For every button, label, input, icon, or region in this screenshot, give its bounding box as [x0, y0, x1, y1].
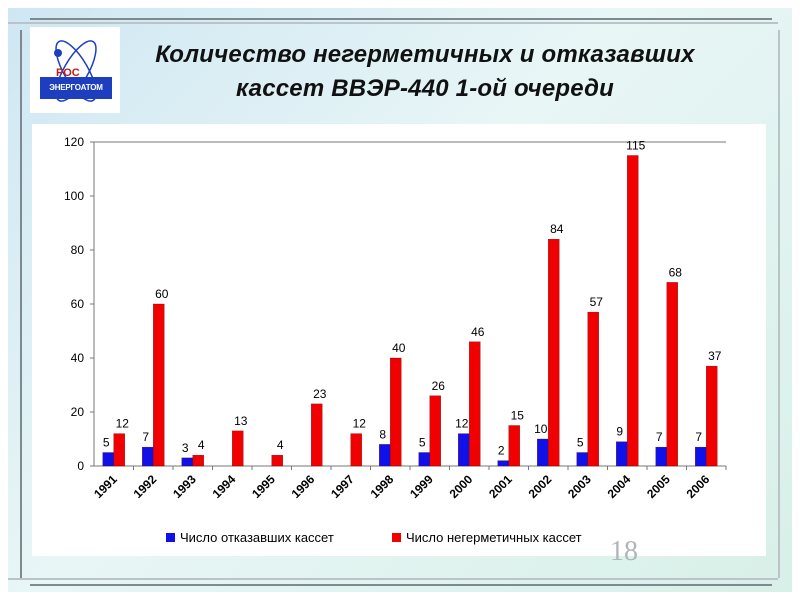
rosenergoatom-logo: РОС ЭНЕРГОАТОМ [30, 27, 120, 113]
bar-failed-cassettes [418, 452, 430, 467]
x-tick-label: 2002 [526, 472, 555, 501]
data-label: 37 [708, 349, 722, 363]
data-label: 3 [182, 441, 189, 455]
legend-swatch-leaking [392, 533, 401, 542]
bottom-border-line-light [8, 578, 778, 580]
bar-leaking-cassettes [192, 455, 204, 467]
bar-leaking-cassettes [666, 282, 678, 467]
data-label: 15 [511, 409, 525, 423]
y-tick-label: 80 [71, 243, 85, 257]
data-label: 46 [471, 325, 485, 339]
bar-failed-cassettes [537, 438, 549, 467]
top-border-line-light [8, 22, 778, 24]
bar-leaking-cassettes [153, 303, 165, 467]
x-tick-label: 1995 [249, 472, 278, 501]
bar-leaking-cassettes [469, 341, 481, 467]
legend-swatch-failed [166, 533, 175, 542]
y-tick-label: 120 [64, 135, 84, 149]
data-label: 68 [669, 265, 683, 279]
bar-failed-cassettes [379, 444, 391, 467]
bar-leaking-cassettes [587, 311, 599, 467]
x-tick-label: 2001 [486, 472, 515, 501]
bar-failed-cassettes [142, 446, 154, 467]
data-label: 60 [155, 287, 169, 301]
x-tick-label: 1996 [289, 472, 318, 501]
x-tick-label: 2004 [605, 472, 634, 501]
data-label: 57 [590, 295, 604, 309]
slide-title: Количество негерметичных и отказавших ка… [130, 38, 720, 106]
legend-label-leaking: Число негерметичных кассет [406, 530, 582, 545]
bar-leaking-cassettes [232, 430, 244, 467]
bar-leaking-cassettes [429, 395, 441, 467]
bar-failed-cassettes [497, 460, 509, 467]
x-tick-label: 1998 [368, 472, 397, 501]
data-label: 40 [392, 341, 406, 355]
data-label: 13 [234, 414, 248, 428]
x-tick-label: 1991 [91, 472, 120, 501]
data-label: 12 [455, 417, 469, 431]
bar-leaking-cassettes [311, 403, 323, 467]
x-tick-label: 1993 [170, 472, 199, 501]
data-label: 7 [656, 430, 663, 444]
slide-title-line-2: кассет ВВЭР-440 1-ой очереди [235, 75, 614, 102]
data-label: 4 [277, 438, 284, 452]
data-label: 12 [116, 417, 130, 431]
y-tick-label: 0 [77, 459, 84, 473]
logo-ros-text: РОС [56, 67, 80, 79]
bar-leaking-cassettes [350, 433, 362, 467]
bar-failed-cassettes [695, 446, 707, 467]
data-label: 9 [616, 425, 623, 439]
bar-leaking-cassettes [113, 433, 125, 467]
data-label: 12 [353, 417, 367, 431]
data-label: 4 [198, 438, 205, 452]
bar-failed-cassettes [458, 433, 470, 467]
data-label: 5 [103, 436, 110, 450]
data-label: 7 [695, 430, 702, 444]
bar-leaking-cassettes [271, 455, 283, 467]
data-label: 5 [577, 436, 584, 450]
right-border-line [778, 30, 780, 578]
chart-area: 0 20 40 60 80 100 120 1991 5 12 1992 7 60 1993 3 4 1994 1… [32, 124, 766, 556]
y-tick-label: 100 [64, 189, 84, 203]
data-label: 10 [534, 422, 548, 436]
x-tick-label: 1994 [210, 472, 239, 501]
bar-leaking-cassettes [627, 155, 639, 467]
bar-failed-cassettes [616, 441, 628, 467]
data-label: 7 [142, 430, 149, 444]
bar-failed-cassettes [655, 446, 667, 467]
bottom-border-line [30, 584, 772, 586]
data-label: 5 [419, 436, 426, 450]
x-tick-label: 2005 [644, 472, 673, 501]
x-tick-label: 1992 [131, 472, 160, 501]
bar-leaking-cassettes [548, 239, 560, 467]
bar-leaking-cassettes [508, 425, 520, 467]
bar-leaking-cassettes [706, 365, 718, 467]
bar-failed-cassettes [181, 457, 193, 467]
data-label: 23 [313, 387, 327, 401]
left-border-line [20, 30, 22, 578]
x-tick-label: 1999 [407, 472, 436, 501]
y-tick-label: 20 [71, 405, 85, 419]
data-label: 115 [626, 139, 645, 153]
bar-failed-cassettes [102, 452, 114, 467]
y-tick-label: 60 [71, 297, 85, 311]
data-label: 26 [432, 379, 446, 393]
bar-failed-cassettes [576, 452, 588, 467]
data-label: 8 [379, 427, 386, 441]
top-border-line [30, 18, 772, 20]
bar-leaking-cassettes [390, 357, 402, 467]
data-label: 2 [498, 444, 505, 458]
x-tick-label: 1997 [328, 472, 357, 501]
x-tick-label: 2003 [565, 472, 594, 501]
logo-company-text: ЭНЕРГОАТОМ [40, 77, 112, 99]
legend-label-failed: Число отказавших кассет [180, 530, 334, 545]
y-tick-label: 40 [71, 351, 85, 365]
data-label: 84 [550, 222, 564, 236]
slide-title-line-1: Количество негерметичных и отказавших [155, 41, 695, 68]
page-number: 18 [610, 536, 638, 567]
x-tick-label: 2000 [447, 472, 476, 501]
x-tick-label: 2006 [684, 472, 713, 501]
